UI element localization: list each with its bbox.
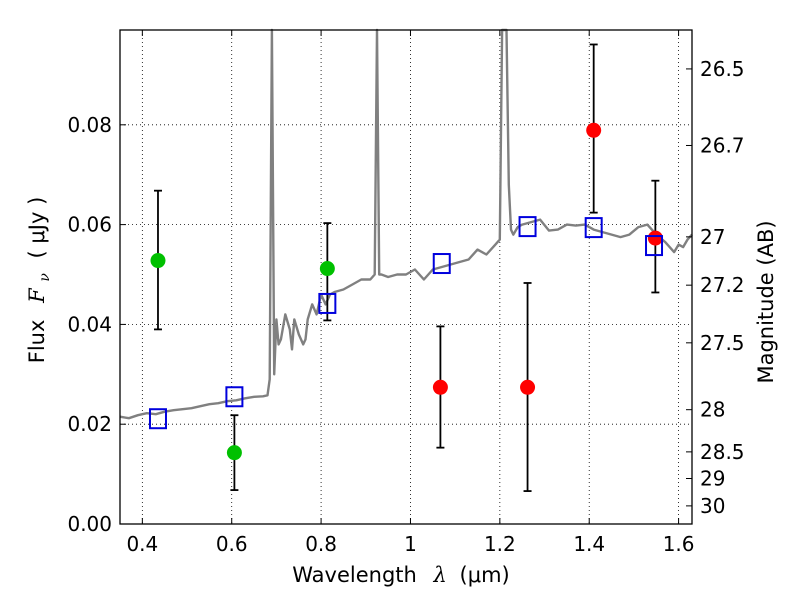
y2-tick-label: 26.7 xyxy=(700,133,745,157)
data-point xyxy=(647,230,663,246)
y2-tick-label: 27 xyxy=(700,225,725,249)
data-markers xyxy=(148,122,664,461)
ticks: 0.4 0.6 0.8 1 1.2 1.4 1.6 0.00 0.02 0.04 0.06 0.08 2… xyxy=(67,30,745,556)
model-square xyxy=(225,386,244,408)
x-tick-label: 1 xyxy=(404,532,417,556)
x-axis-label-text: Wavelength xyxy=(292,563,417,587)
y2-tick-label: 28.5 xyxy=(700,440,745,464)
x-tick-label: 1.2 xyxy=(484,532,516,556)
y-axis-label: Flux F ν ( μJy ) xyxy=(25,197,54,364)
plot-frame xyxy=(119,29,693,525)
x-axis-label-symbol: λ xyxy=(433,563,447,587)
y-tick-label: 0.02 xyxy=(67,412,112,436)
model-square xyxy=(584,217,603,239)
x-tick-label: 1.6 xyxy=(663,532,695,556)
secondary-y-axis-label: Magnitude (AB) xyxy=(754,220,778,383)
y2-tick-label: 28 xyxy=(700,398,725,422)
x-tick-label: 0.8 xyxy=(305,532,337,556)
y-tick-label: 0.06 xyxy=(67,213,112,237)
x-tick-label: 1.4 xyxy=(573,532,605,556)
data-point xyxy=(520,379,536,395)
spectrum-line xyxy=(119,28,693,420)
data-point xyxy=(226,445,242,461)
x-tick-label: 0.6 xyxy=(216,532,248,556)
spectrum-series xyxy=(119,28,693,420)
y2-tick-label: 27.5 xyxy=(700,331,745,355)
y-tick-label: 0.00 xyxy=(67,512,112,536)
y2-tick-label: 27.2 xyxy=(700,273,745,297)
model-square xyxy=(432,253,451,275)
data-point xyxy=(586,122,602,138)
y-tick-label: 0.04 xyxy=(67,312,112,336)
model-square xyxy=(318,292,337,314)
y-axis-label-text: Flux xyxy=(25,320,49,364)
x-axis-label: Wavelength λ (μm) xyxy=(292,563,509,587)
data-point xyxy=(319,261,335,277)
y-axis-label-symbol: F xyxy=(25,287,49,304)
model-square xyxy=(645,235,664,257)
data-point xyxy=(432,379,448,395)
grid xyxy=(120,30,692,525)
x-axis-label-unit: (μm) xyxy=(460,563,510,587)
y2-tick-label: 26.5 xyxy=(700,57,745,81)
y-axis-label-sub: ν xyxy=(37,273,53,282)
model-square xyxy=(518,216,537,238)
y-axis-label-unit: ( μJy ) xyxy=(25,197,49,259)
y2-tick-label: 30 xyxy=(700,494,725,518)
y2-tick-label: 29 xyxy=(700,466,725,490)
y-tick-label: 0.08 xyxy=(67,113,112,137)
data-point xyxy=(150,253,166,269)
x-tick-label: 0.4 xyxy=(126,532,158,556)
model-square xyxy=(148,408,167,430)
error-bars xyxy=(153,43,660,492)
